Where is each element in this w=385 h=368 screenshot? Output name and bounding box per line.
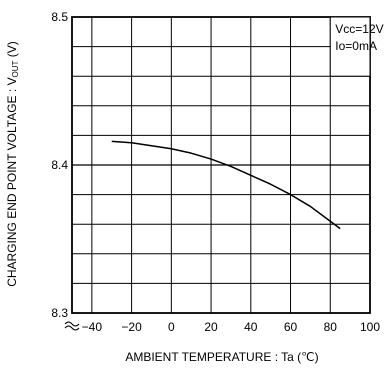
y-tick-label: 8.3 (51, 306, 68, 320)
x-tick-label: 100 (360, 320, 380, 334)
axis-break-mark (64, 321, 80, 327)
plot-frame (71, 16, 371, 314)
x-tick-label: −40 (82, 320, 103, 334)
axis-break-gap (65, 321, 79, 329)
y-tick-label: 8.5 (51, 10, 68, 24)
x-tick-label: 40 (244, 320, 258, 334)
condition-label: Vcc=12V (335, 22, 383, 36)
series-lines (111, 140, 341, 230)
x-tick-label: −20 (121, 320, 142, 334)
x-tick-labels: −40 −20 0 20 40 60 80 100 (82, 320, 381, 334)
series-line (111, 140, 341, 230)
condition-label: Io=0mA (335, 39, 377, 53)
x-tick-label: 0 (168, 320, 175, 334)
x-tick-label: 20 (204, 320, 218, 334)
y-axis-title: CHARGING END POINT VOLTAGE : VOUT (V) (5, 41, 20, 287)
conditions-box: Vcc=12V Io=0mA (329, 16, 384, 77)
x-tick-label: 80 (324, 320, 338, 334)
conditions-box-bg (329, 16, 371, 77)
axis-break-mark (64, 325, 80, 331)
y-tick-label: 8.4 (51, 158, 68, 172)
grid-lines (71, 16, 371, 314)
y-tick-labels: 8.3 8.4 8.5 (51, 10, 68, 320)
x-axis-title: AMBIENT TEMPERATURE : Ta (℃) (125, 350, 318, 364)
x-tick-label: 60 (284, 320, 298, 334)
y-axis-break (64, 321, 80, 331)
